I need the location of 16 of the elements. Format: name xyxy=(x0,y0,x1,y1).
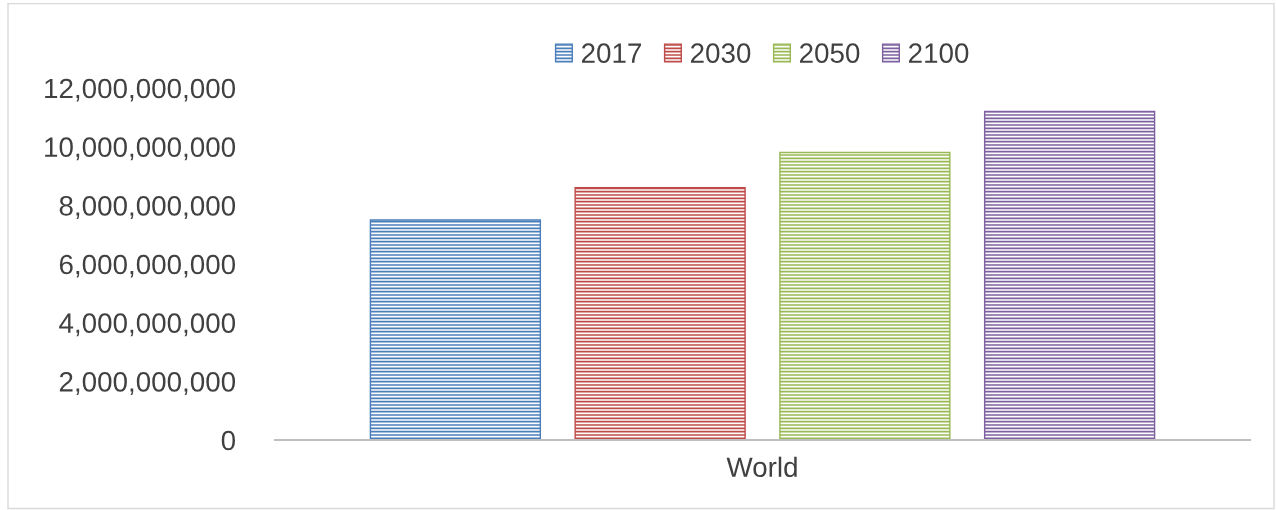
legend-label: 2030 xyxy=(691,43,751,63)
y-tick-label: 4,000,000,000 xyxy=(59,313,236,337)
y-tick-label: 6,000,000,000 xyxy=(59,254,236,278)
legend-label: 2100 xyxy=(909,43,969,63)
x-tick-label: World xyxy=(726,456,797,478)
bar xyxy=(779,151,951,440)
legend-label: 2017 xyxy=(581,43,641,63)
bar xyxy=(983,110,1156,440)
y-tick-label: 12,000,000,000 xyxy=(45,78,236,102)
bar xyxy=(369,219,542,440)
bar xyxy=(574,187,746,440)
y-tick-label: 8,000,000,000 xyxy=(59,196,236,219)
legend-label: 2050 xyxy=(800,43,860,63)
y-tick-label: 10,000,000,000 xyxy=(45,137,236,161)
y-tick-label: 2,000,000,000 xyxy=(59,372,236,395)
y-tick-label: 0 xyxy=(221,430,236,451)
